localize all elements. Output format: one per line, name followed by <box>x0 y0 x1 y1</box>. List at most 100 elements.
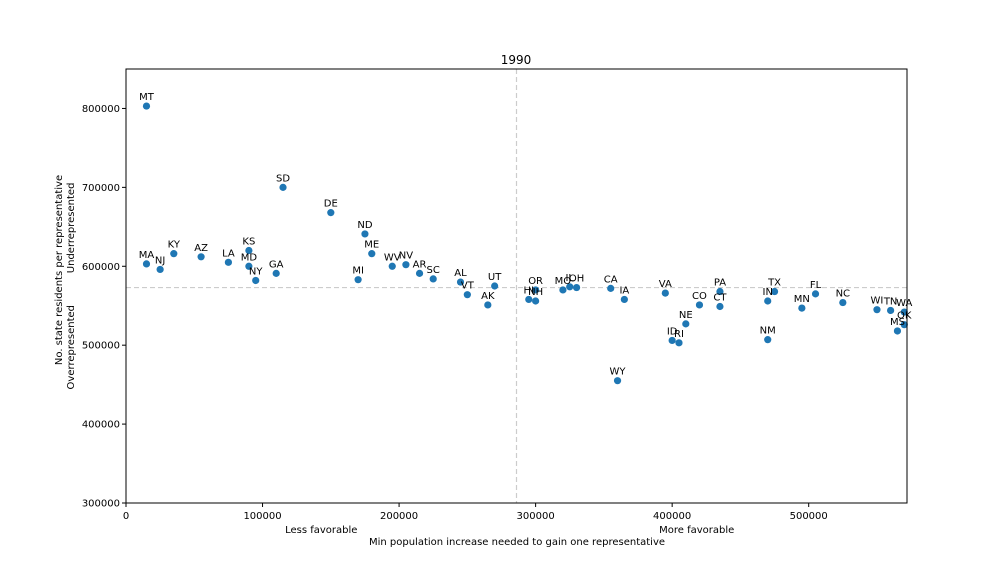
x-tick-label: 100000 <box>243 511 281 522</box>
plot-frame <box>125 68 908 504</box>
data-label: ME <box>364 240 379 251</box>
data-point <box>900 308 908 316</box>
data-label: RI <box>674 329 684 340</box>
data-label: WA <box>896 298 912 309</box>
data-label: TN <box>883 296 898 307</box>
data-label: OH <box>569 274 584 285</box>
x-axis-annotation: Less favorable <box>285 525 357 536</box>
data-label: SD <box>276 173 290 184</box>
data-label: MO <box>555 276 572 287</box>
data-label: FL <box>810 280 822 291</box>
y-tick-label: 800000 <box>82 104 120 115</box>
data-point <box>142 102 151 110</box>
data-point <box>839 298 847 307</box>
data-label: UT <box>488 272 502 283</box>
data-label: MN <box>794 294 810 305</box>
y-axis-label-line-1: No. state residents per representative <box>54 175 65 365</box>
x-axis-ticks: 0 100000 200000 300000 400000 500000 <box>123 503 828 522</box>
data-label: WI <box>871 296 884 307</box>
data-label: CA <box>604 274 618 285</box>
data-point <box>764 336 772 344</box>
data-point <box>354 276 362 284</box>
data-point <box>613 377 622 385</box>
data-point <box>252 276 260 285</box>
data-point <box>484 301 492 309</box>
data-label: IA <box>619 285 629 296</box>
data-label: WV <box>384 252 401 263</box>
data-label: NY <box>249 266 263 277</box>
data-label: KY <box>168 240 181 251</box>
data-label: MT <box>139 92 155 103</box>
y-tick-label: 300000 <box>82 499 120 510</box>
data-label: OR <box>528 276 543 287</box>
data-label: MA <box>139 250 155 261</box>
data-label: NC <box>836 289 850 300</box>
data-point <box>156 265 164 274</box>
data-label: PA <box>714 278 726 289</box>
data-point <box>893 327 902 335</box>
data-label: NM <box>760 326 776 337</box>
data-label: CT <box>713 293 727 304</box>
data-point <box>620 295 628 304</box>
data-label: ND <box>357 220 372 231</box>
x-tick-label: 400000 <box>653 511 691 522</box>
data-point <box>811 290 820 298</box>
data-point <box>887 306 895 315</box>
data-label: AL <box>454 268 467 279</box>
data-point <box>716 302 724 311</box>
data-point <box>566 283 574 291</box>
data-point <box>764 297 772 305</box>
data-point <box>245 262 253 270</box>
reference-lines <box>126 69 907 503</box>
data-label: DE <box>324 199 338 210</box>
data-label: GA <box>269 259 284 270</box>
data-point <box>456 278 465 286</box>
x-tick-label: 500000 <box>790 511 828 522</box>
data-point <box>388 262 396 270</box>
data-point <box>224 258 233 266</box>
data-point <box>463 291 471 299</box>
data-point <box>873 306 881 314</box>
data-point <box>170 250 178 258</box>
data-label: TX <box>767 278 781 289</box>
y-axis-ticks: 300000 400000 500000 600000 700000 800000 <box>82 104 126 510</box>
y-axis-label-line-2: Overrepresented Underrepresented <box>66 183 77 390</box>
data-label: IL <box>565 273 574 284</box>
x-axis-label: Min population increase needed to gain o… <box>369 537 665 548</box>
data-point <box>197 253 205 261</box>
data-point <box>142 260 151 268</box>
data-label: NH <box>528 287 543 298</box>
data-point <box>900 321 908 329</box>
data-point <box>532 297 540 305</box>
data-points <box>142 102 908 385</box>
x-axis-annotation: More favorable <box>659 525 734 536</box>
data-point <box>532 286 540 294</box>
data-label: OK <box>897 311 912 322</box>
data-point <box>327 209 335 217</box>
x-axis-annotations: Less favorable More favorable <box>285 525 734 536</box>
data-label: KS <box>242 236 255 247</box>
data-label: NJ <box>155 255 165 266</box>
data-label: HI <box>524 285 534 296</box>
data-label: NV <box>399 251 413 262</box>
data-label: SC <box>427 265 440 276</box>
data-point <box>415 269 424 277</box>
data-label: AZ <box>194 243 208 254</box>
data-label: ID <box>667 326 678 337</box>
x-tick-label: 200000 <box>380 511 418 522</box>
data-label: MD <box>241 252 258 263</box>
data-point <box>798 304 806 312</box>
data-label: AK <box>481 291 495 302</box>
data-point <box>245 246 253 255</box>
data-point <box>559 286 567 294</box>
data-point <box>368 250 376 258</box>
data-point <box>279 183 287 191</box>
data-label: VT <box>461 281 475 292</box>
data-point <box>682 320 690 328</box>
data-label: MS <box>890 317 905 328</box>
data-point <box>695 301 704 309</box>
y-tick-label: 400000 <box>82 420 120 431</box>
y-tick-label: 700000 <box>82 183 120 194</box>
